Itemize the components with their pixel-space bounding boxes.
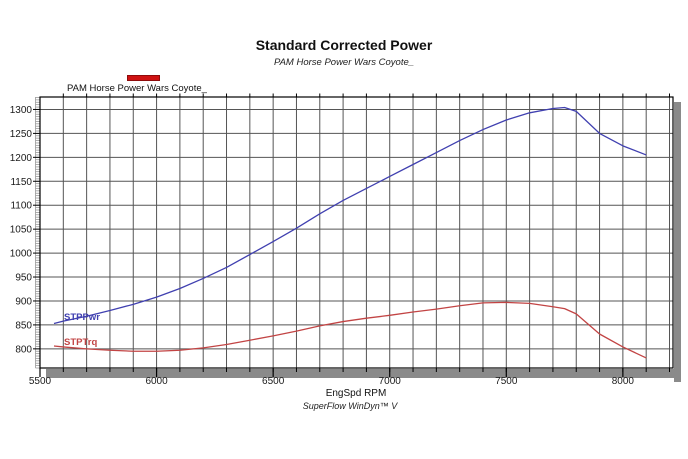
y-tick-label: 1000 bbox=[10, 249, 33, 260]
stptrq-curve-label: STPTrq bbox=[64, 337, 98, 348]
stppwr-curve bbox=[53, 106, 647, 325]
stptrq-curve bbox=[53, 301, 647, 359]
x-tick-label: 7500 bbox=[495, 376, 518, 387]
x-tick-label: 7000 bbox=[379, 376, 402, 387]
x-tick-label: 8000 bbox=[612, 376, 635, 387]
y-tick-label: 800 bbox=[15, 344, 32, 355]
x-axis-label: EngSpd RPM bbox=[325, 388, 387, 399]
legend-label: PAM Horse Power Wars Coyote_ bbox=[67, 83, 207, 94]
y-tick-label: 1150 bbox=[10, 177, 32, 188]
y-tick-label: 850 bbox=[15, 320, 32, 331]
y-tick-label: 1100 bbox=[10, 201, 32, 212]
plot-background bbox=[40, 97, 673, 368]
watermark-text: SuperFlow WinDyn™ V bbox=[302, 401, 398, 411]
stppwr-curve-label: STPPwr bbox=[64, 312, 100, 323]
plot-border bbox=[39, 96, 674, 369]
x-tick-label: 6000 bbox=[145, 376, 168, 387]
legend-swatch bbox=[127, 75, 160, 81]
y-tick-label: 950 bbox=[15, 273, 32, 284]
axis-shadow-right bbox=[674, 102, 681, 382]
chart-subtitle: PAM Horse Power Wars Coyote_ bbox=[273, 57, 415, 68]
x-tick-label: 5500 bbox=[29, 376, 52, 387]
chart-title: Standard Corrected Power bbox=[255, 37, 433, 53]
x-tick-label: 6500 bbox=[262, 376, 285, 387]
y-tick-label: 1300 bbox=[10, 105, 33, 116]
y-tick-label: 1250 bbox=[10, 129, 33, 140]
y-tick-label: 1200 bbox=[10, 153, 33, 164]
axis-shadow-bottom bbox=[46, 369, 681, 378]
y-tick-label: 900 bbox=[15, 296, 32, 307]
y-tick-label: 1050 bbox=[10, 225, 33, 236]
